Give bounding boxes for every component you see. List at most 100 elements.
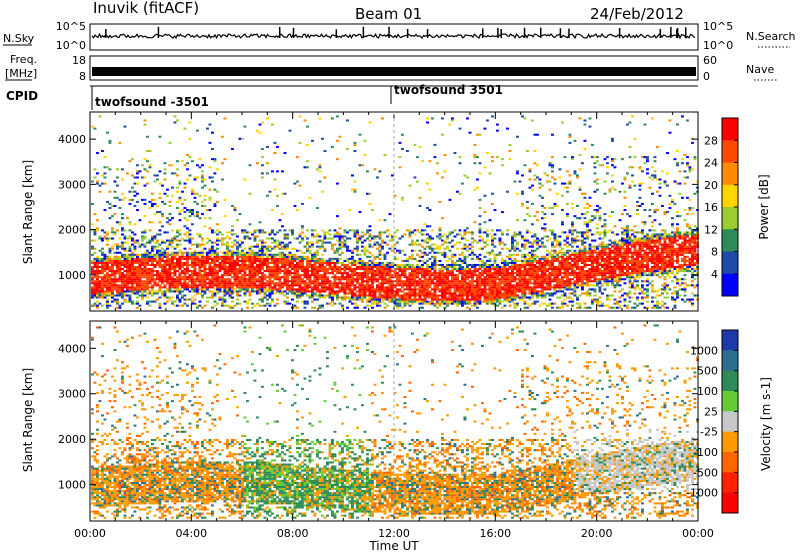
heat-cell <box>346 286 349 289</box>
heat-cell <box>323 280 327 283</box>
heat-cell <box>141 280 144 283</box>
heat-cell <box>93 259 97 262</box>
heat-cell <box>91 288 94 291</box>
heat-cell <box>228 306 232 309</box>
heat-cell <box>216 251 219 254</box>
heat-cell <box>381 274 384 277</box>
heat-cell <box>528 261 532 264</box>
heat-cell <box>96 257 99 260</box>
heat-cell <box>221 278 224 281</box>
heat-cell <box>393 276 397 279</box>
heat-cell <box>153 255 157 258</box>
heat-cell <box>116 255 119 258</box>
heat-cell <box>453 278 457 281</box>
heat-cell <box>458 292 462 295</box>
heat-cell <box>138 280 142 283</box>
heat-cell <box>306 229 309 232</box>
heat-cell <box>476 300 479 303</box>
heat-cell <box>353 261 357 264</box>
heat-cell <box>288 229 292 232</box>
heat-cell <box>243 231 247 234</box>
heat-cell <box>463 231 467 234</box>
heat-cell <box>428 160 432 163</box>
heat-cell <box>356 306 359 309</box>
heat-cell <box>148 290 152 293</box>
heat-cell <box>418 302 422 305</box>
heat-cell <box>446 265 449 269</box>
heat-cell <box>201 178 204 181</box>
heat-cell <box>386 294 389 297</box>
heat-cell <box>321 268 324 271</box>
heat-cell <box>291 255 294 258</box>
heat-cell <box>228 249 232 252</box>
heat-cell <box>336 261 339 264</box>
heat-cell <box>408 263 412 266</box>
heat-cell <box>391 245 394 248</box>
heat-cell <box>331 286 334 289</box>
heat-cell <box>398 298 402 301</box>
heat-cell <box>473 239 477 242</box>
heat-cell <box>143 288 147 291</box>
heat-cell <box>156 278 159 281</box>
heat-cell <box>103 278 107 281</box>
heat-cell <box>483 268 487 271</box>
heat-cell <box>471 276 474 279</box>
heat-cell <box>166 261 169 264</box>
heat-cell <box>191 296 194 299</box>
heat-cell <box>128 265 132 269</box>
heat-cell <box>158 196 162 199</box>
heat-cell <box>193 259 197 262</box>
heat-cell <box>236 261 239 264</box>
heat-cell <box>116 292 119 295</box>
heat-cell <box>206 300 209 303</box>
heat-cell <box>486 276 489 279</box>
heat-cell <box>438 280 442 283</box>
heat-cell <box>133 286 137 289</box>
heat-cell <box>498 268 502 271</box>
heat-cell <box>246 268 249 271</box>
heat-cell <box>496 265 499 269</box>
heat-cell <box>431 300 434 303</box>
heat-cell <box>336 278 339 281</box>
heat-cell <box>513 253 517 256</box>
heat-cell <box>171 217 174 220</box>
heat-cell <box>98 276 102 279</box>
heat-cell <box>126 294 129 297</box>
heat-cell <box>491 229 494 232</box>
heat-cell <box>398 251 402 254</box>
heat-cell <box>536 265 539 269</box>
heat-cell <box>168 261 172 264</box>
heat-cell <box>408 298 412 301</box>
heat-cell <box>253 265 257 269</box>
heat-cell <box>463 274 467 277</box>
heat-cell <box>101 229 104 232</box>
heat-cell <box>411 280 414 283</box>
heat-cell <box>173 282 177 285</box>
heat-cell <box>336 235 339 238</box>
heat-cell <box>531 276 534 279</box>
heat-cell <box>101 239 104 242</box>
heat-cell <box>211 253 214 256</box>
heat-cell <box>428 296 432 299</box>
heat-cell <box>341 286 344 289</box>
heat-cell <box>398 268 402 271</box>
heat-cell <box>543 229 547 232</box>
heat-cell <box>183 294 187 297</box>
heat-cell <box>128 278 132 281</box>
heat-cell <box>243 251 247 254</box>
heat-cell <box>188 251 192 254</box>
heat-cell <box>536 286 539 289</box>
heat-cell <box>288 272 292 275</box>
heat-cell <box>523 300 527 303</box>
heat-cell <box>488 251 492 254</box>
heat-cell <box>493 278 497 281</box>
heat-cell <box>476 263 479 266</box>
heat-cell <box>166 274 169 277</box>
heat-cell <box>331 282 334 285</box>
heat-cell <box>506 255 509 258</box>
heat-cell <box>388 265 392 269</box>
heat-cell <box>248 278 252 281</box>
heat-cell <box>136 306 139 309</box>
heat-cell <box>378 231 382 234</box>
heat-cell <box>426 290 429 293</box>
